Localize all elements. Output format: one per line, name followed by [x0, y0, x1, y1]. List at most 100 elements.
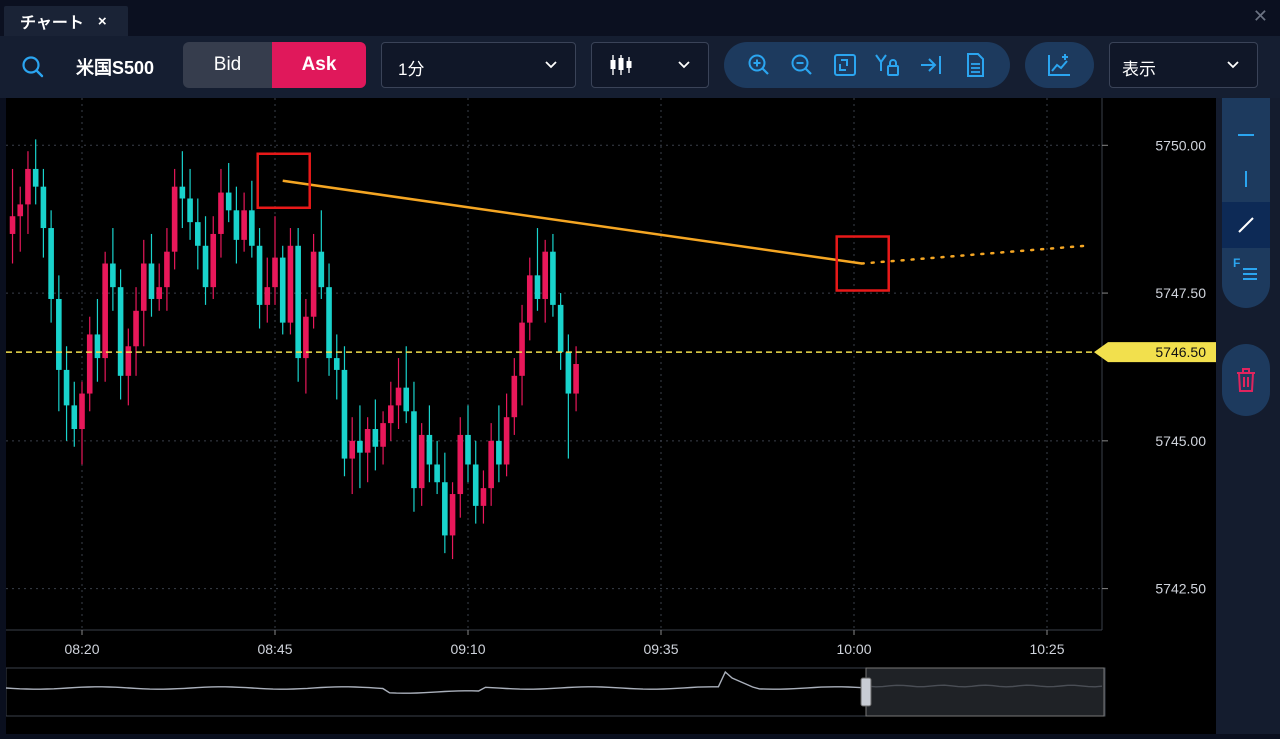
candle-body	[63, 369, 70, 406]
candle-body	[442, 482, 448, 536]
candle-body	[573, 364, 579, 394]
trash-icon	[1237, 368, 1255, 392]
tab-title: チャート	[20, 15, 84, 32]
candle-body	[310, 251, 317, 317]
candle-body	[426, 434, 433, 465]
candle-body	[125, 346, 132, 376]
document-icon[interactable]	[962, 52, 988, 78]
tab-bar: チャート × ✕	[0, 0, 1280, 36]
candle-body	[449, 494, 456, 536]
candle-body	[272, 257, 278, 288]
trend-line-extension	[860, 244, 1087, 265]
candle-body	[171, 186, 178, 252]
candle-body	[326, 287, 332, 359]
chart-area[interactable]: 5750.00 5747.50 5745.00 5742.50 08:20 08:45 09…	[5, 98, 1216, 734]
x-tick-label: 08:20	[64, 641, 99, 657]
price-chart[interactable]: 5750.00 5747.50 5745.00 5742.50 08:20 08:45 09…	[5, 98, 1216, 734]
horizontal-line-tool[interactable]	[1222, 112, 1270, 158]
candle-body	[17, 204, 24, 217]
window-close-icon[interactable]: ✕	[1252, 6, 1268, 26]
interval-select[interactable]: 1分	[381, 42, 576, 88]
candle-body	[372, 429, 379, 447]
candle-body	[380, 423, 386, 447]
delete-drawing-button[interactable]	[1222, 344, 1270, 416]
svg-text:F: F	[1233, 256, 1240, 270]
candle-body	[488, 440, 494, 489]
candle-body	[256, 245, 263, 305]
candle-body	[349, 440, 355, 459]
y-tick-label: 5745.00	[1155, 433, 1206, 449]
candle-body	[333, 358, 340, 370]
candle-body	[148, 263, 155, 299]
toolbar: 米国S500 Bid Ask 1分	[0, 36, 1280, 98]
ask-button[interactable]: Ask	[272, 42, 366, 88]
candle-body	[110, 263, 116, 288]
candle-body	[511, 375, 518, 418]
symbol-name[interactable]: 米国S500	[76, 58, 155, 78]
candle-body	[526, 275, 533, 323]
chevron-down-icon	[1227, 61, 1239, 69]
candle-body	[133, 310, 139, 347]
candle-body	[210, 233, 217, 288]
chart-type-select[interactable]	[591, 42, 709, 88]
candle-body	[25, 168, 31, 205]
candle-body	[279, 257, 286, 323]
bid-button[interactable]: Bid	[183, 42, 272, 88]
candle-body	[503, 417, 510, 465]
scroll-to-end-icon[interactable]	[918, 52, 944, 78]
display-select[interactable]: 表示	[1109, 42, 1258, 88]
y-tick-label: 5747.50	[1155, 285, 1206, 301]
x-tick-label: 10:00	[836, 641, 871, 657]
navigator-window	[865, 667, 1105, 717]
candle-body	[395, 387, 402, 406]
fibonacci-icon: F	[1233, 256, 1257, 280]
x-tick-label: 08:45	[257, 641, 292, 657]
vertical-line-icon	[1245, 171, 1247, 187]
candle-body	[534, 275, 541, 299]
zoom-in-icon[interactable]	[746, 52, 772, 78]
x-tick-label: 09:10	[450, 641, 485, 657]
add-indicator-icon[interactable]	[1046, 52, 1072, 78]
candle-body	[56, 298, 62, 370]
candle-body	[295, 245, 301, 359]
lock-y-axis-icon[interactable]	[874, 52, 900, 78]
candle-body	[364, 429, 371, 453]
candle-body	[156, 287, 162, 299]
candle-body	[195, 222, 201, 246]
vertical-line-tool[interactable]	[1222, 156, 1270, 202]
anchor-highlight-box	[835, 235, 890, 292]
candle-body	[140, 263, 147, 311]
x-tick-label: 09:35	[643, 641, 678, 657]
candle-body	[318, 251, 325, 288]
fibonacci-tool[interactable]: F	[1222, 246, 1270, 292]
candle-body	[287, 245, 294, 323]
zoom-out-icon[interactable]	[789, 52, 815, 78]
trend-line-tool[interactable]	[1222, 202, 1270, 248]
candle-body	[557, 304, 564, 353]
candle-body	[357, 440, 363, 453]
candle-body	[434, 464, 440, 483]
candle-body	[388, 405, 394, 424]
y-tick-label: 5742.50	[1155, 581, 1206, 597]
current-price-tag	[1094, 342, 1216, 363]
candle-body	[102, 263, 108, 359]
candle-body	[32, 168, 39, 187]
candle-body	[341, 369, 348, 459]
fit-icon[interactable]	[832, 52, 858, 78]
interval-value: 1分	[398, 60, 425, 79]
candle-body	[94, 334, 101, 359]
tab-close-icon[interactable]: ×	[97, 12, 107, 30]
x-tick-label: 10:25	[1029, 641, 1064, 657]
candle-body	[480, 488, 487, 506]
candle-body	[303, 316, 309, 359]
tab-chart[interactable]: チャート ×	[4, 6, 128, 36]
candle-body	[403, 387, 410, 412]
candle-body	[218, 192, 224, 234]
drawing-tools-group: F	[1222, 98, 1270, 308]
candle-body	[164, 251, 170, 288]
candle-body	[264, 287, 271, 305]
search-icon[interactable]	[20, 54, 46, 80]
candlestick-icon	[610, 55, 632, 75]
candle-body	[40, 186, 47, 229]
candle-body	[79, 393, 85, 430]
